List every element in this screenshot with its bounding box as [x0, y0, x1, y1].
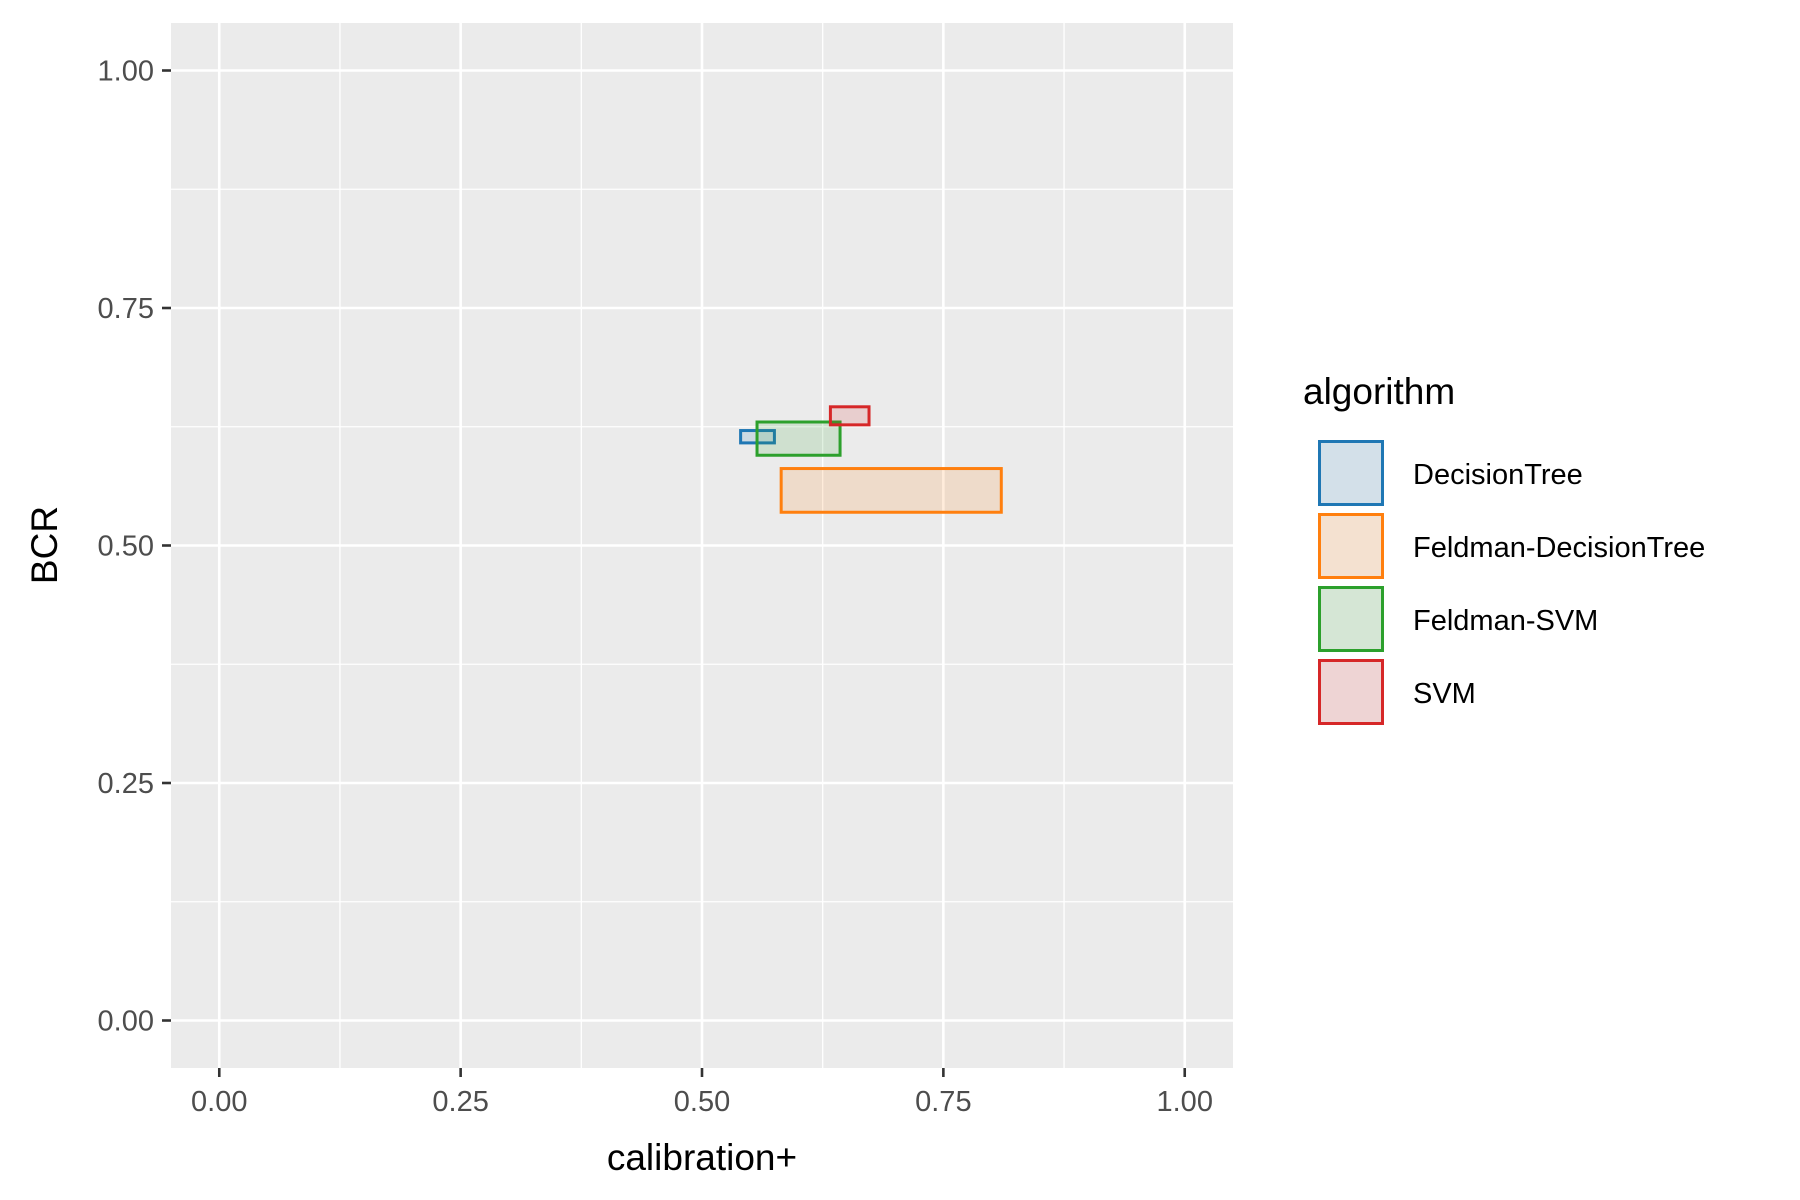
x-tick-label: 0.75	[915, 1086, 971, 1118]
y-tick-label: 0.50	[98, 531, 154, 563]
data-rect-svm	[828, 405, 871, 427]
y-axis: 0.00 0.25 0.50 0.75 1.00	[98, 56, 171, 1038]
legend-label: Feldman-SVM	[1413, 605, 1598, 637]
x-tick-label: 0.50	[674, 1086, 730, 1118]
legend-items: DecisionTree Feldman-DecisionTree Feldman-…	[1318, 440, 1705, 725]
y-tick-label: 0.00	[98, 1006, 154, 1038]
legend-swatch	[1318, 440, 1384, 506]
y-axis-title: BCR	[24, 506, 65, 584]
legend-label: SVM	[1413, 678, 1476, 710]
y-tick-label: 0.25	[98, 768, 154, 800]
y-tick-label: 1.00	[98, 56, 154, 88]
legend-label: Feldman-DecisionTree	[1413, 532, 1705, 564]
x-axis: 0.00 0.25 0.50 0.75 1.00	[191, 1068, 1213, 1118]
legend: algorithm DecisionTree Feldman-DecisionTr…	[1303, 371, 1705, 725]
legend-key-background	[1318, 586, 1384, 652]
legend-key-background	[1318, 440, 1384, 506]
legend-label: DecisionTree	[1413, 459, 1583, 491]
x-tick-label: 0.25	[432, 1086, 488, 1118]
major-gridlines	[171, 23, 1233, 1068]
legend-key-background	[1318, 659, 1384, 725]
data-rectangles	[739, 405, 1003, 514]
legend-key-background	[1318, 513, 1384, 579]
y-tick-label: 0.75	[98, 293, 154, 325]
x-axis-title: calibration+	[607, 1137, 797, 1178]
legend-swatch	[1318, 586, 1384, 652]
x-tick-label: 0.00	[191, 1086, 247, 1118]
legend-swatch	[1318, 659, 1384, 725]
legend-swatch	[1318, 513, 1384, 579]
legend-title: algorithm	[1303, 371, 1455, 412]
x-tick-label: 1.00	[1157, 1086, 1213, 1118]
data-rect-feldman-svm	[755, 420, 842, 457]
data-rect-feldman-decisiontree	[779, 467, 1003, 514]
